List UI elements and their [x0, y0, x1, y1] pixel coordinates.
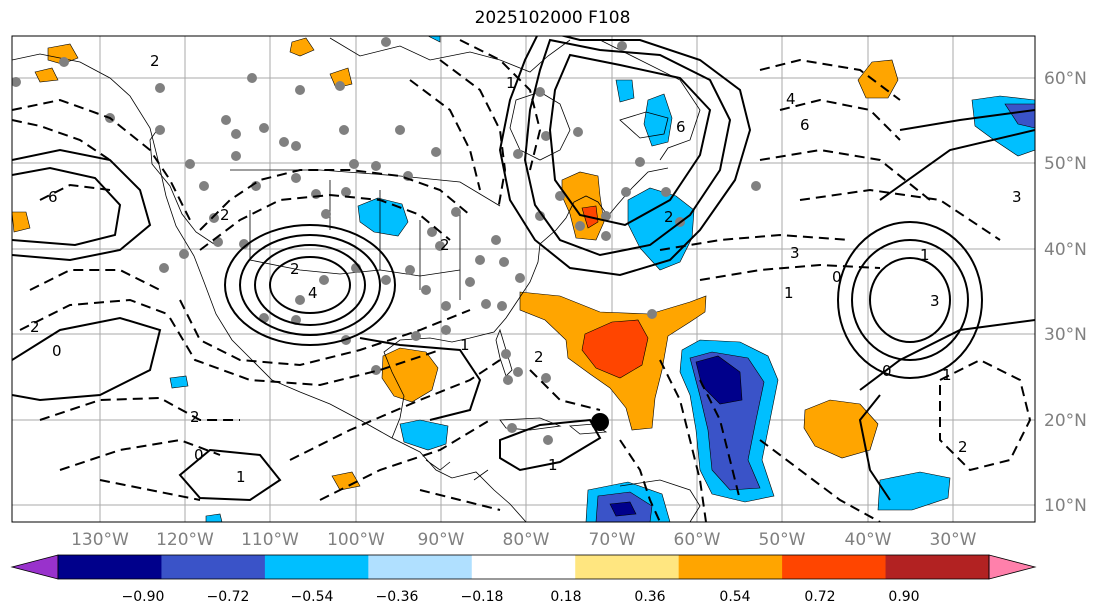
colorbar-segment — [58, 555, 162, 579]
anomaly-positive-central-atlantic — [803, 399, 879, 459]
colorbar-extend-high — [988, 554, 1037, 580]
longitude-labels: 130°W 120°W 110°W 100°W 90°W 80°W 70°W 6… — [71, 530, 977, 550]
colorbar-segment — [678, 555, 783, 579]
lon-label: 40°W — [845, 530, 892, 550]
contour-label: 4 — [308, 284, 318, 302]
contour-label: 2 — [190, 408, 200, 426]
lon-label: 100°W — [327, 530, 385, 550]
lat-label: 20°N — [1044, 411, 1087, 431]
contour-label: 1 — [942, 366, 952, 384]
lon-label: 110°W — [241, 530, 299, 550]
colorbar-tick: −0.54 — [291, 589, 334, 605]
coastlines — [12, 37, 701, 522]
colorbar-tick: −0.72 — [207, 589, 250, 605]
colorbar-segment — [575, 555, 680, 579]
contour-label: 2 — [150, 52, 160, 70]
anomaly-strong-atlantic — [581, 319, 649, 379]
lon-label: 90°W — [418, 530, 465, 550]
lon-label: 130°W — [71, 530, 129, 550]
contour-label: 3 — [1012, 188, 1022, 206]
lon-label: 80°W — [503, 530, 550, 550]
lon-label: 120°W — [156, 530, 214, 550]
lat-label: 50°N — [1044, 154, 1087, 174]
contour-label: 1 — [460, 336, 470, 354]
colorbar-tick: 0.72 — [804, 589, 835, 605]
contour-label: 1 — [506, 74, 516, 92]
contour-label: 0 — [832, 268, 842, 286]
latitude-labels: 60°N 50°N 40°N 30°N 20°N 10°N — [1044, 69, 1087, 516]
colorbar-tick: −0.36 — [376, 589, 419, 605]
contour-label: 0 — [194, 446, 204, 464]
lat-label: 10°N — [1044, 496, 1087, 516]
colorbar-segment — [471, 555, 576, 579]
map-frame — [11, 35, 1036, 523]
colorbar-tick: 0.36 — [634, 589, 665, 605]
contour-label: 2 — [290, 260, 300, 278]
contour-label: 1 — [548, 456, 558, 474]
contour-label: 2 — [664, 208, 674, 226]
colorbar-segment — [161, 555, 266, 579]
colorbar-tick: 0.54 — [719, 589, 750, 605]
solid-contours — [12, 36, 1035, 502]
anomaly-positive-gulf — [381, 347, 439, 403]
colorbar-extend-low — [10, 554, 59, 580]
colorbar-ticks: −0.90 −0.72 −0.54 −0.36 −0.18 0.18 0.36 … — [122, 589, 920, 605]
contour-label: 3 — [930, 292, 940, 310]
contour-label: 1 — [236, 468, 246, 486]
anomaly-positive-north-atlantic — [857, 59, 899, 99]
colorbar-tick: −0.18 — [461, 589, 504, 605]
anomaly-negative-plains — [357, 197, 409, 237]
lat-label: 60°N — [1044, 69, 1087, 89]
lat-label: 40°N — [1044, 240, 1087, 260]
anomaly-negative-central-america — [399, 419, 449, 451]
contour-label: 1 — [920, 246, 930, 264]
contour-label: 4 — [786, 90, 796, 108]
contour-label: 2 — [440, 236, 450, 254]
contour-label: 2 — [534, 348, 544, 366]
colorbar-tick: 0.90 — [888, 589, 919, 605]
map-title: 2025102000 F108 — [474, 8, 631, 28]
contour-label: 6 — [800, 116, 810, 134]
lon-label: 50°W — [759, 530, 806, 550]
colorbar-segment — [885, 555, 990, 579]
contour-label: 0 — [882, 362, 892, 380]
colorbar-tick: 0.18 — [550, 589, 581, 605]
map-plot-area: 6 4 2 2 0 1 2 4 6 6 3 1 0 1 3 2 0 1 2 3 … — [12, 36, 1035, 522]
lon-label: 60°W — [674, 530, 721, 550]
contour-label: 2 — [958, 438, 968, 456]
contour-label: 6 — [48, 188, 58, 206]
dashed-contours — [12, 39, 1032, 522]
contour-label: 2 — [30, 318, 40, 336]
contour-label: 3 — [790, 244, 800, 262]
colorbar-segment — [368, 555, 473, 579]
lon-label: 30°W — [930, 530, 977, 550]
colorbar-segment — [264, 555, 369, 579]
contour-label: 6 — [676, 118, 686, 136]
shaded-regions — [12, 36, 1035, 522]
colorbar-tick: −0.90 — [122, 589, 165, 605]
colorbar-segment — [782, 555, 887, 579]
contour-label: 0 — [52, 342, 62, 360]
lon-label: 70°W — [589, 530, 636, 550]
contour-labels: 6 4 2 2 0 1 2 4 6 6 3 1 0 1 3 2 0 1 2 3 … — [30, 52, 1022, 486]
contour-label: 2 — [220, 206, 230, 224]
contour-label: 1 — [784, 284, 794, 302]
storm-position-marker — [591, 413, 609, 431]
colorbar — [10, 554, 1037, 580]
lat-label: 30°N — [1044, 325, 1087, 345]
colorbar-frame — [57, 554, 990, 580]
